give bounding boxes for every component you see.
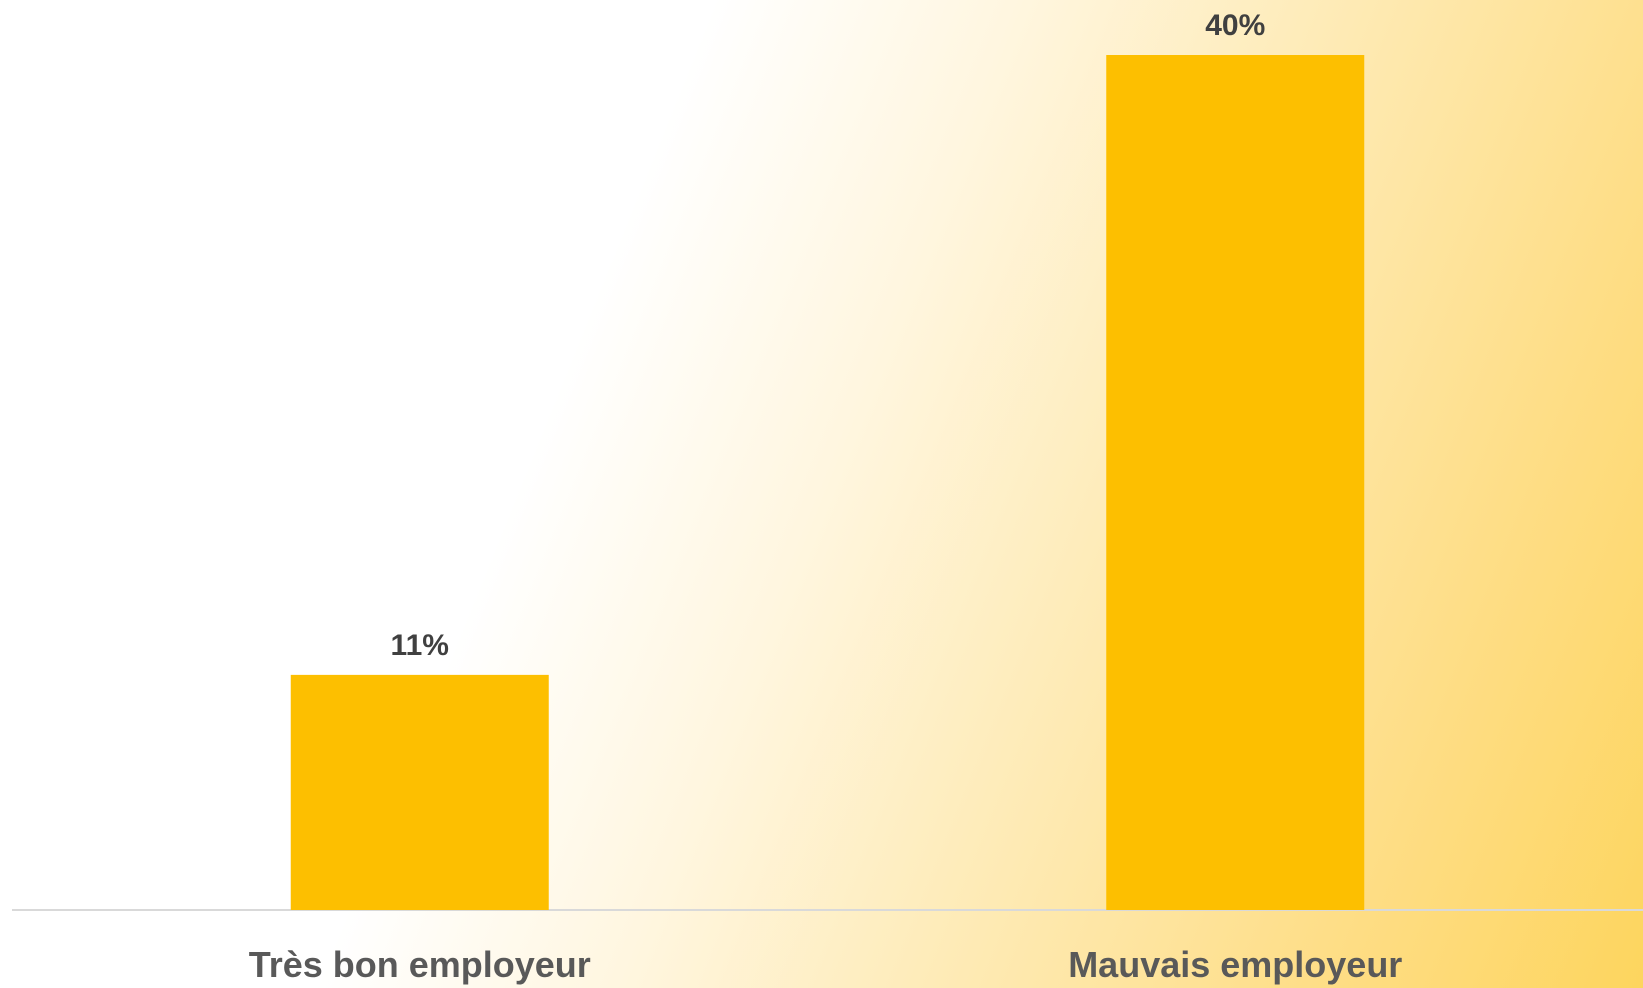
data-labels-group: 11% 40% [391, 9, 1266, 662]
data-label: 11% [391, 629, 449, 662]
bars-group [290, 55, 1365, 910]
bar [290, 674, 549, 910]
category-labels-group: Très bon employeur Mauvais employeur [249, 944, 1403, 985]
data-label: 40% [1205, 9, 1265, 42]
category-label: Mauvais employeur [1068, 944, 1402, 985]
category-label: Très bon employeur [249, 944, 591, 985]
bar [1106, 55, 1365, 910]
